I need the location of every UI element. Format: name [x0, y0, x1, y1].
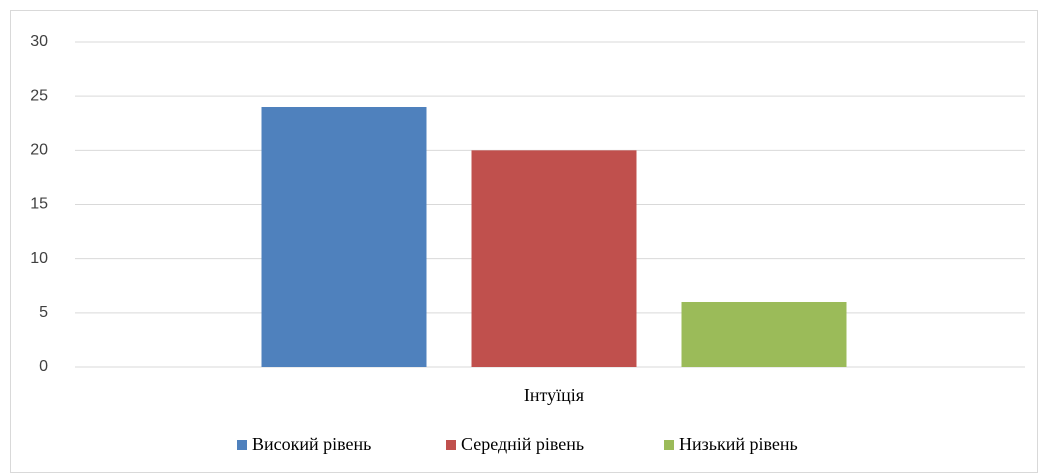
- y-tick-label: 20: [30, 142, 48, 159]
- legend-swatch: [664, 440, 674, 450]
- y-tick-label: 5: [39, 304, 48, 321]
- y-tick-label: 10: [30, 250, 48, 267]
- legend-swatch: [237, 440, 247, 450]
- y-tick-label: 0: [39, 358, 48, 375]
- x-tick-label: Інтуїція: [524, 385, 584, 405]
- legend-label: Низький рівень: [679, 434, 798, 454]
- legend-label: Високий рівень: [252, 434, 371, 454]
- legend-label: Середній рівень: [461, 434, 584, 454]
- y-tick-label: 30: [30, 33, 48, 50]
- y-tick-label: 15: [30, 196, 48, 213]
- bar: [471, 150, 637, 367]
- legend-swatch: [446, 440, 456, 450]
- y-tick-label: 25: [30, 87, 48, 104]
- bar: [261, 107, 427, 367]
- bar: [681, 302, 847, 367]
